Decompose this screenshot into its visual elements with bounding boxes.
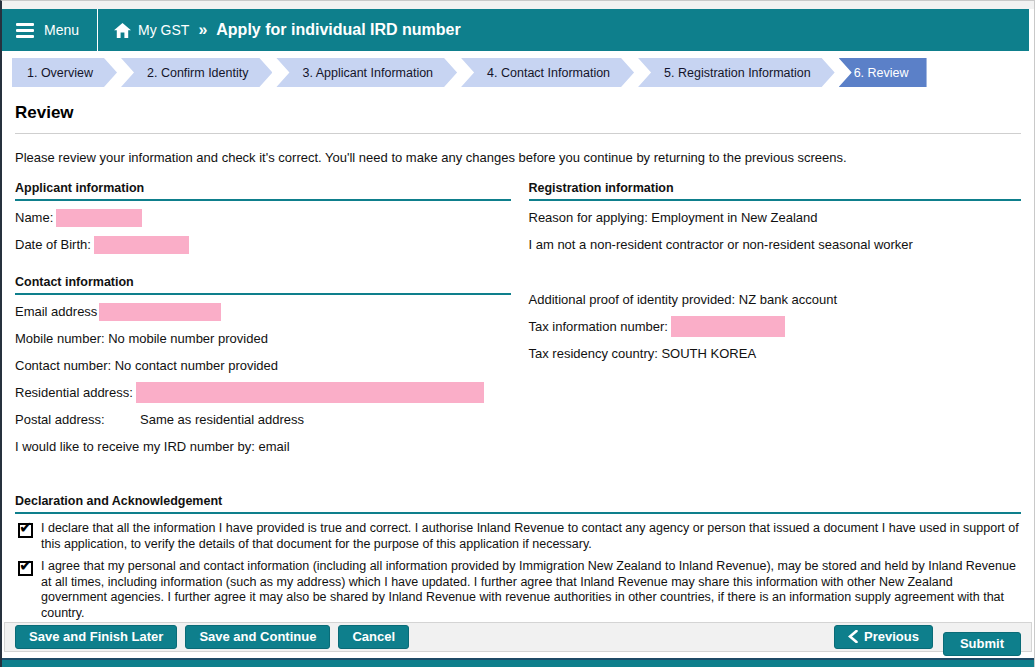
email-row: Email address xyxy=(15,298,511,325)
menu-label: Menu xyxy=(44,22,79,38)
tax-information-number-label: Tax information number: xyxy=(529,319,668,334)
home-icon xyxy=(114,23,131,38)
postal-address-label: Postal address: xyxy=(15,412,140,427)
dob-label: Date of Birth: xyxy=(15,237,91,252)
page-title: Apply for individual IRD number xyxy=(216,21,460,39)
save-and-continue-button[interactable]: Save and Continue xyxy=(185,625,330,649)
mobile-row: Mobile number: No mobile number provided xyxy=(15,325,511,352)
step-confirm-identity[interactable]: 2. Confirm Identity xyxy=(121,58,272,87)
postal-address-value: Same as residential address xyxy=(140,412,304,427)
declaration-section: Declaration and Acknowledgement ✔ I decl… xyxy=(15,494,1021,621)
name-label: Name: xyxy=(15,210,53,225)
step-review[interactable]: 6. Review xyxy=(839,58,927,87)
right-column: Registration information Reason for appl… xyxy=(529,181,1022,460)
top-margin-strip xyxy=(2,1,1034,9)
reason-for-applying-row: Reason for applying: Employment in New Z… xyxy=(529,204,1022,231)
dob-row: Date of Birth: xyxy=(15,231,511,258)
declaration-text-1: I declare that all the information I hav… xyxy=(41,521,1021,552)
registration-information-section: Registration information Reason for appl… xyxy=(529,181,1022,367)
receive-ird-by-row: I would like to receive my IRD number by… xyxy=(15,433,511,460)
left-column: Applicant information Name: Date of Birt… xyxy=(15,181,511,460)
declaration-section-title: Declaration and Acknowledgement xyxy=(15,494,1021,514)
previous-button[interactable]: Previous xyxy=(834,625,933,649)
declaration-item-2: ✔ I agree that my personal and contact i… xyxy=(15,559,1021,621)
save-and-finish-later-button[interactable]: Save and Finish Later xyxy=(15,625,177,649)
tax-information-number-row: Tax information number: xyxy=(529,313,1022,340)
bottom-teal-strip xyxy=(2,660,1034,667)
footer-button-bar: Save and Finish Later Save and Continue … xyxy=(4,622,1032,652)
redacted-tax-information-number-value xyxy=(671,316,785,337)
step-registration-information[interactable]: 5. Registration Information xyxy=(638,58,835,87)
review-heading: Review xyxy=(15,103,1021,123)
applicant-section-title: Applicant information xyxy=(15,181,511,201)
chevron-left-icon xyxy=(848,630,858,643)
residential-address-row: Residential address: xyxy=(15,379,511,406)
application-window: Menu My GST » Apply for individual IRD n… xyxy=(0,0,1035,667)
declaration-item-1: ✔ I declare that all the information I h… xyxy=(15,521,1021,552)
contact-section-title: Contact information xyxy=(15,275,511,295)
check-icon: ✔ xyxy=(19,556,32,575)
applicant-information-section: Applicant information Name: Date of Birt… xyxy=(15,181,511,258)
email-label: Email address xyxy=(15,304,97,319)
review-intro-text: Please review your information and check… xyxy=(15,150,1021,165)
declaration-checkbox-1[interactable]: ✔ xyxy=(18,523,33,538)
redacted-residential-address-value xyxy=(136,382,484,403)
review-content: Review Please review your information an… xyxy=(2,87,1034,622)
additional-proof-row: Additional proof of identity provided: N… xyxy=(529,286,1022,313)
redacted-dob-value xyxy=(94,236,189,254)
contact-information-section: Contact information Email address Mobile… xyxy=(15,275,511,460)
non-resident-row: I am not a non-resident contractor or no… xyxy=(529,231,1022,258)
heading-rule xyxy=(15,133,1021,134)
step-applicant-information[interactable]: 3. Applicant Information xyxy=(276,58,457,87)
redacted-email-value xyxy=(99,303,221,321)
cancel-button[interactable]: Cancel xyxy=(338,625,409,649)
residential-address-label: Residential address: xyxy=(15,385,133,400)
check-icon: ✔ xyxy=(19,518,32,537)
home-link[interactable]: My GST xyxy=(114,22,189,38)
registration-section-title: Registration information xyxy=(529,181,1022,201)
previous-button-label: Previous xyxy=(864,629,919,644)
tax-residency-row: Tax residency country: SOUTH KOREA xyxy=(529,340,1022,367)
step-overview[interactable]: 1. Overview xyxy=(12,58,117,87)
postal-address-row: Postal address: Same as residential addr… xyxy=(15,406,511,433)
breadcrumb-app-name: My GST xyxy=(138,22,189,38)
submit-button[interactable]: Submit xyxy=(943,632,1021,656)
breadcrumb: My GST » Apply for individual IRD number xyxy=(98,9,461,51)
name-row: Name: xyxy=(15,204,511,231)
declaration-checkbox-2[interactable]: ✔ xyxy=(18,561,33,576)
menu-button[interactable]: Menu xyxy=(2,9,97,51)
redacted-name-value xyxy=(56,209,142,227)
step-wizard: 1. Overview 2. Confirm Identity 3. Appli… xyxy=(12,58,1034,87)
breadcrumb-separator: » xyxy=(198,21,207,39)
contact-number-row: Contact number: No contact number provid… xyxy=(15,352,511,379)
step-contact-information[interactable]: 4. Contact Information xyxy=(461,58,634,87)
hamburger-icon xyxy=(16,23,34,38)
declaration-text-2: I agree that my personal and contact inf… xyxy=(41,559,1021,621)
app-header-bar: Menu My GST » Apply for individual IRD n… xyxy=(2,9,1029,51)
